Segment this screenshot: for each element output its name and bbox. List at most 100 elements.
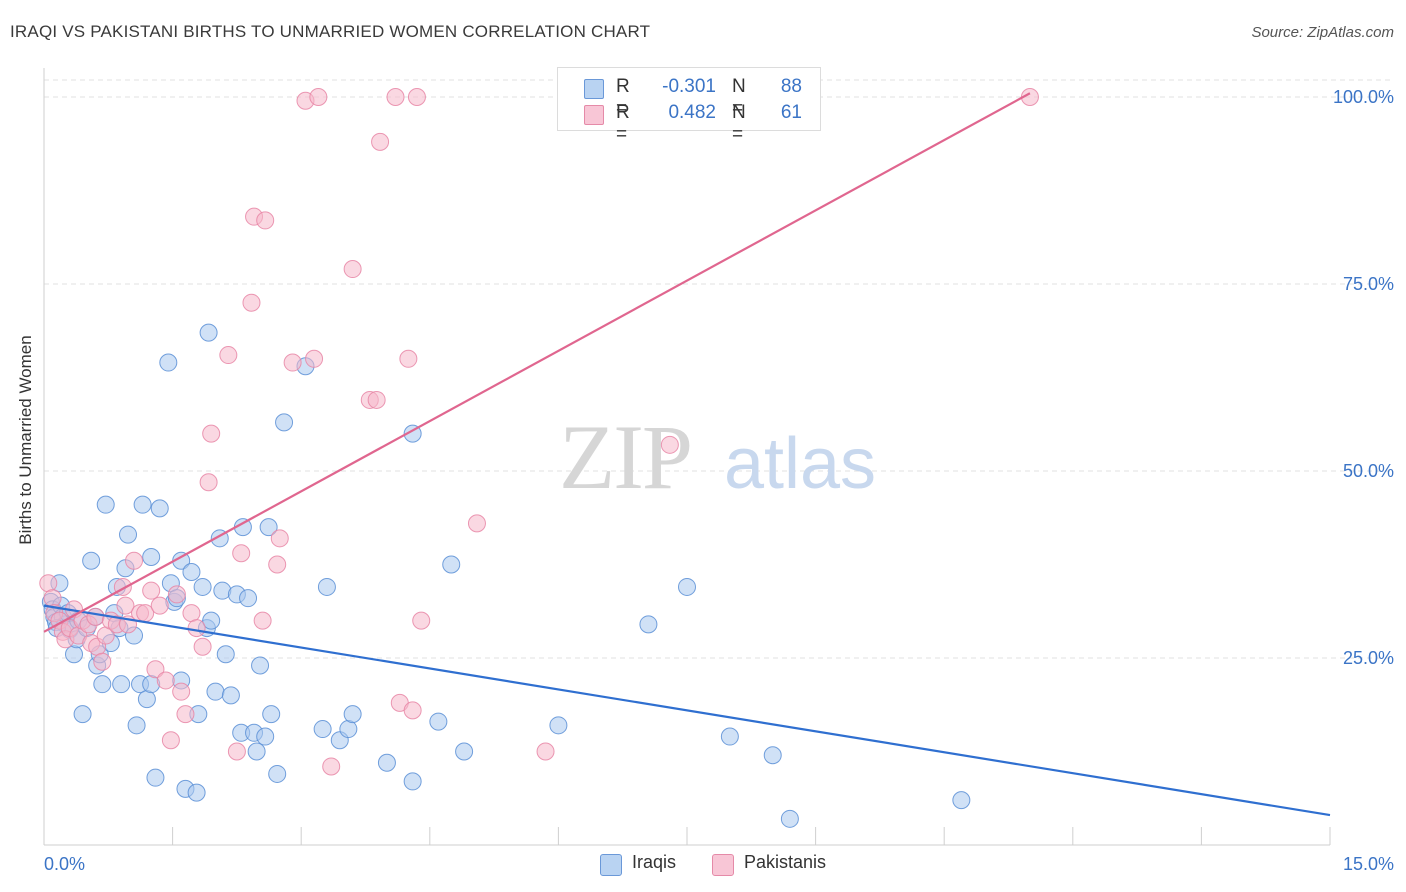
source-label: Source: ZipAtlas.com [1251,24,1394,41]
x-tick-label: 0.0% [44,854,85,874]
pakistanis-point [219,346,238,365]
pakistanis-point [182,604,201,623]
pakistanis-swatch [584,105,604,125]
correlation-legend: R = -0.301 N = 88 R = 0.482 N = 61 [557,67,821,145]
pakistanis-point [86,607,105,626]
iraqis-point [377,753,396,772]
axes [43,68,1331,846]
r-label: R = [616,76,630,119]
iraqis-point [73,705,92,724]
pakistanis-point [43,589,62,608]
pakistanis-point [156,671,175,690]
iraqis-point [268,764,287,783]
pakistanis-point [242,293,261,312]
pakistanis-point [322,757,341,776]
pakistanis-point [407,88,426,106]
iraqis-point [429,712,448,731]
iraqis-point [182,562,201,581]
y-tick-label: 25.0% [1343,648,1394,668]
trend-lines [43,92,1331,817]
iraqis-point [159,353,178,372]
y-axis-label: Births to Unmarried Women [16,335,35,545]
data-points [39,88,1039,828]
n-label: N = [732,76,746,119]
pakistanis-point [412,611,431,630]
r-value: 0.482 [668,102,716,123]
x-tick-label: 15.0% [1343,854,1394,874]
pakistanis-point [660,435,679,454]
iraqis-point [202,611,221,630]
pakistanis-point [161,731,180,750]
iraqis-point [137,690,156,709]
pakistanis-point [403,701,422,720]
iraqis-point [262,705,281,724]
iraqis-point [150,499,169,518]
iraqis-point [82,551,101,570]
iraqis-point [216,645,235,664]
pakistanis-point [125,551,144,570]
r-label: R = [616,102,630,145]
watermark: ZIP atlas [559,406,876,508]
pakistanis-point [305,349,324,368]
iraqis-point [455,742,474,761]
r-value: -0.301 [662,76,716,97]
iraqis-point [259,518,278,537]
pakistanis-point [256,211,275,230]
pakistanis-point [227,742,246,761]
iraqis-point [239,589,258,608]
pakistanis-point [202,424,221,443]
pakistanis-point [270,529,289,548]
pakistanis-point [93,652,112,671]
watermark-zip: ZIP [559,406,691,508]
chart-title: IRAQI VS PAKISTANI BIRTHS TO UNMARRIED W… [10,22,651,41]
pakistanis-point [146,660,165,679]
pakistanis-point [386,88,405,106]
y-axis-label-box: Births to Unmarried Women [16,290,36,590]
pakistanis-point [172,682,191,701]
n-label: N = [732,102,746,145]
pakistanis-point [193,637,212,656]
iraqis-point [247,742,266,761]
pakistanis-point [253,611,272,630]
iraqis-point [678,577,696,596]
pakistanis-point [343,260,362,279]
pakistanis-point [39,574,58,593]
pakistanis-point [536,742,555,761]
pakistanis-point [399,349,418,368]
iraqis-point [133,495,152,514]
pakistanis-point [367,390,386,409]
iraqis-point [187,783,206,802]
iraqis-point [206,682,225,701]
iraqis-point [96,495,115,514]
pakistanis-trend-line [43,92,1031,633]
iraqis-point [275,413,294,432]
pakistanis-point [176,705,195,724]
iraqis-point [119,525,138,544]
iraqis-point [146,768,165,787]
iraqis-point [65,645,84,664]
pakistanis-point [268,555,287,574]
iraqis-point [339,720,358,739]
iraqis-point [199,323,218,342]
iraqis-point [251,656,270,675]
pakistanis-swatch [712,854,734,876]
y-tick-label: 50.0% [1343,461,1394,481]
pakistanis-point [150,596,169,615]
pakistanis-point [167,585,186,604]
iraqis-point [952,791,971,810]
iraqis-point [403,772,422,791]
pakistanis-point [309,88,328,106]
iraqis-point [442,555,461,574]
grid-lines [44,79,1392,659]
iraqis-swatch [600,854,622,876]
legend-label: Pakistanis [744,852,827,872]
pakistanis-point [232,544,251,563]
iraqis-point [317,577,336,596]
iraqis-point [93,675,112,694]
pakistanis-point [116,596,135,615]
iraqis-point [763,746,782,765]
n-value: 88 [780,76,802,97]
pakistanis-point [187,619,206,638]
tick-labels: 25.0% 50.0% 75.0% 100.0% 0.0% 15.0% [44,87,1394,874]
